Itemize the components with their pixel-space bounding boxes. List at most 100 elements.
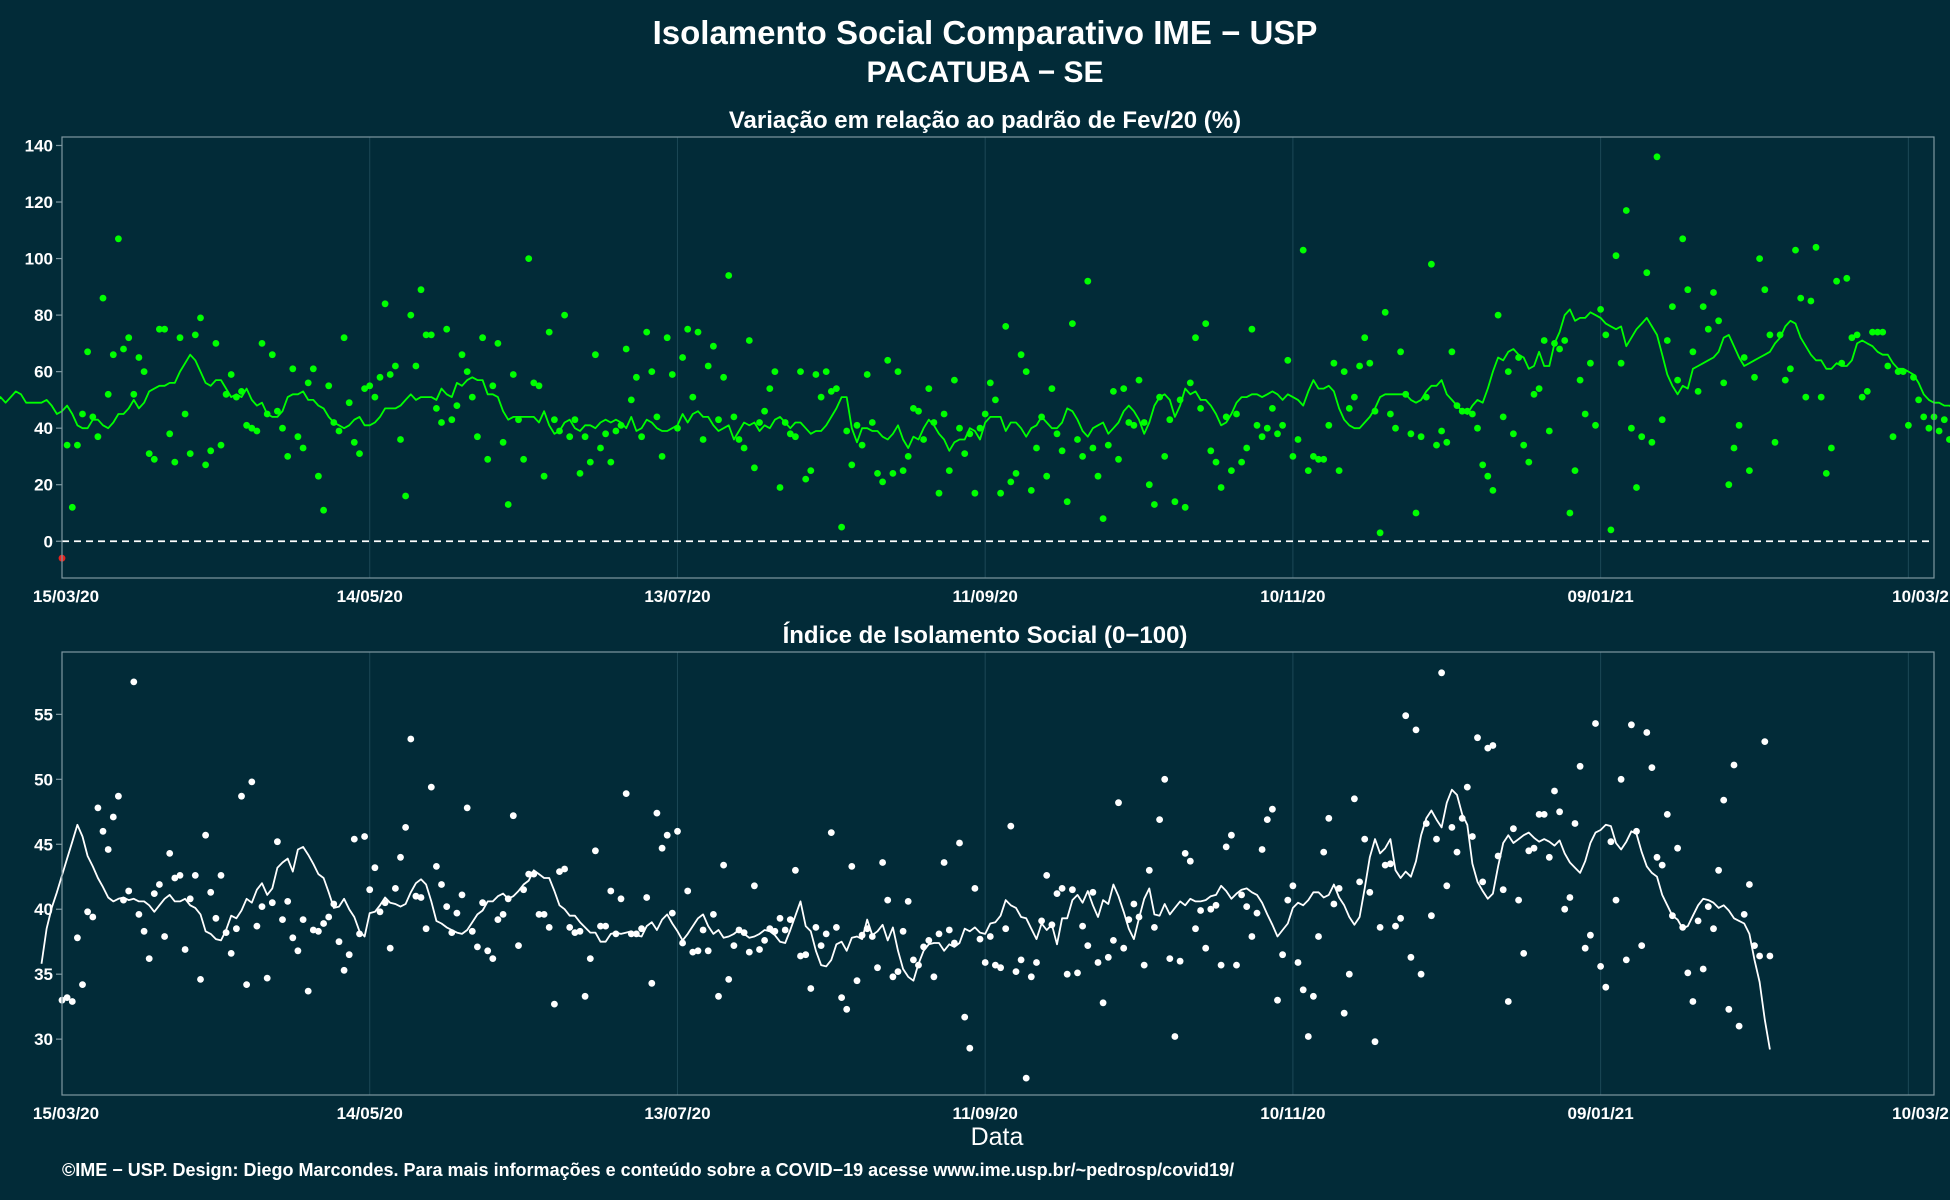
data-point — [1140, 419, 1148, 426]
data-point — [648, 979, 656, 987]
data-point — [1258, 433, 1266, 441]
data-point — [904, 898, 912, 905]
data-point — [684, 887, 692, 895]
data-point — [663, 831, 671, 839]
data-point — [181, 946, 189, 953]
data-point — [1361, 334, 1369, 342]
data-point — [674, 827, 681, 835]
data-point — [1648, 438, 1656, 446]
data-point — [1099, 999, 1107, 1007]
y-tick-label: 0 — [44, 532, 53, 551]
data-point — [1135, 376, 1143, 384]
data-point — [551, 1000, 558, 1008]
data-point — [1002, 925, 1010, 933]
data-point — [945, 467, 953, 474]
data-point — [786, 430, 794, 438]
data-point — [125, 334, 133, 342]
data-point — [1207, 447, 1215, 455]
data-point — [1587, 359, 1594, 367]
data-point — [1530, 390, 1538, 398]
data-point — [1192, 925, 1199, 933]
data-point — [1120, 944, 1128, 952]
data-point — [84, 908, 91, 916]
data-point — [535, 382, 543, 390]
index-panel: 15/03/20 14/05/20 13/07/20 11/09/20 10/11/20… — [33, 651, 1950, 1123]
data-point — [227, 371, 235, 378]
data-point — [1612, 252, 1620, 260]
data-point — [1715, 317, 1722, 325]
data-point — [433, 863, 440, 870]
data-point — [63, 994, 71, 1001]
data-point — [1607, 838, 1615, 846]
data-point — [1330, 359, 1338, 367]
data-point — [1428, 260, 1435, 268]
data-point — [874, 964, 881, 972]
data-point — [607, 458, 615, 466]
data-point — [1033, 444, 1040, 452]
data-point — [1725, 1005, 1733, 1013]
data-point — [961, 1013, 969, 1021]
data-point — [161, 933, 169, 940]
data-point — [1222, 843, 1230, 851]
data-point — [207, 888, 215, 896]
data-point — [1371, 407, 1379, 415]
data-point — [1484, 744, 1492, 752]
data-point — [1022, 1074, 1030, 1082]
data-point — [381, 300, 389, 308]
data-point — [1561, 337, 1569, 344]
data-point — [961, 450, 969, 457]
data-point — [1602, 983, 1610, 991]
data-point — [1556, 345, 1563, 353]
data-point — [679, 939, 686, 947]
data-point — [1417, 970, 1425, 978]
data-point — [238, 388, 245, 395]
data-point — [710, 911, 717, 918]
x-tick-label: 10/11/20 — [1260, 1104, 1325, 1123]
data-point — [1433, 441, 1440, 449]
panel-frame — [61, 136, 1935, 579]
data-point — [745, 337, 753, 344]
data-point — [1351, 393, 1358, 401]
data-point — [1694, 388, 1702, 395]
data-point — [361, 385, 368, 392]
data-point — [689, 393, 697, 401]
data-point — [263, 974, 271, 982]
data-point — [1551, 787, 1558, 795]
data-point — [258, 340, 266, 347]
data-point — [1935, 427, 1943, 435]
data-point — [1217, 961, 1225, 969]
data-point — [1597, 306, 1604, 313]
data-point — [730, 942, 738, 949]
data-point — [1161, 775, 1169, 783]
data-point — [1443, 882, 1451, 890]
data-point — [981, 410, 989, 418]
data-point — [1874, 328, 1881, 336]
data-point — [976, 424, 984, 432]
data-point — [540, 472, 548, 480]
data-point — [797, 952, 804, 960]
data-point — [1807, 297, 1815, 305]
data-point — [494, 916, 502, 923]
x-tick-label: 15/03/20 — [33, 587, 99, 606]
data-point — [1074, 436, 1081, 443]
data-point — [422, 925, 430, 933]
data-point — [361, 833, 368, 840]
data-point — [1710, 289, 1717, 296]
data-point — [879, 859, 886, 866]
data-point — [212, 340, 220, 347]
data-point — [186, 895, 194, 903]
data-point — [376, 908, 384, 916]
x-tick-label: 10/03/21 — [1892, 587, 1950, 606]
data-point — [986, 933, 994, 940]
data-point — [438, 881, 445, 888]
data-point — [884, 896, 892, 904]
data-point — [1330, 900, 1338, 908]
data-point — [191, 331, 199, 339]
data-point — [853, 421, 861, 429]
data-point — [525, 870, 533, 878]
data-point — [1079, 453, 1086, 460]
data-point — [243, 981, 251, 988]
data-point — [694, 947, 702, 955]
data-point — [1145, 481, 1153, 489]
data-point — [453, 909, 461, 917]
